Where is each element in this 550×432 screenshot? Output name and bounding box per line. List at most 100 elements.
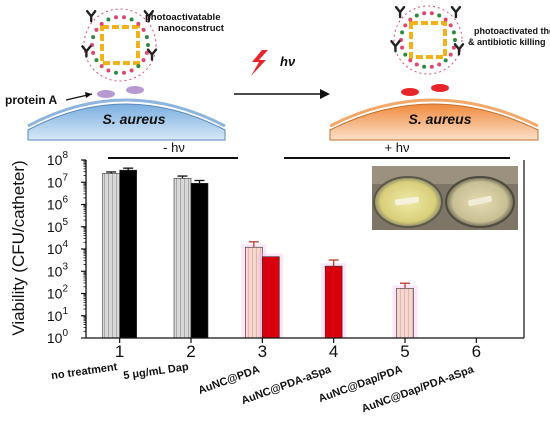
category-label: 5 μg/mL Dap bbox=[123, 361, 190, 382]
x-tick-label: 4 bbox=[329, 342, 338, 361]
ligand-dot bbox=[99, 21, 104, 26]
ligand-dot bbox=[94, 27, 99, 32]
ligand-dot bbox=[121, 15, 126, 20]
antibody-icon bbox=[143, 10, 154, 23]
x-tick-label: 5 bbox=[400, 342, 409, 361]
y-tick-label: 101 bbox=[47, 306, 69, 324]
x-tick-label: 2 bbox=[186, 342, 195, 361]
bar bbox=[324, 265, 343, 339]
y-tick-label: 100 bbox=[47, 328, 69, 346]
antibody-icon bbox=[81, 45, 92, 58]
bar bbox=[190, 182, 209, 339]
ligand-dot bbox=[453, 38, 457, 42]
ligand-dot bbox=[414, 13, 419, 18]
ligand-dot bbox=[141, 58, 146, 63]
antibody-icon bbox=[146, 48, 158, 61]
ligand-dot bbox=[121, 70, 126, 75]
bar bbox=[102, 173, 120, 339]
y-tick-label: 107 bbox=[47, 172, 69, 190]
y-axis-label: Viability (CFU/catheter) bbox=[9, 160, 28, 335]
right-nanoconstruct bbox=[390, 5, 465, 75]
ligand-dot bbox=[414, 62, 419, 67]
ligand-dot bbox=[106, 17, 111, 22]
x-tick-label: 3 bbox=[258, 342, 267, 361]
ligand-dot bbox=[451, 30, 456, 35]
x-tick-label: 6 bbox=[472, 342, 481, 361]
ligand-dot bbox=[422, 64, 427, 69]
bar bbox=[119, 169, 137, 339]
ligand-dot bbox=[408, 17, 413, 22]
protein-a-label: protein A bbox=[5, 93, 58, 107]
schematic-panel: S. aureus protein A photoactivatable nan… bbox=[5, 5, 550, 141]
dark-condition-label: - hν bbox=[163, 140, 185, 155]
ligand-dot bbox=[403, 52, 408, 57]
lightning-bolt-icon bbox=[251, 50, 268, 76]
ligand-dot bbox=[437, 13, 442, 18]
right-bacterium-cell bbox=[329, 103, 539, 141]
ligand-dot bbox=[400, 45, 405, 50]
y-tick-label: 108 bbox=[47, 150, 69, 168]
protein-a-mark bbox=[97, 90, 115, 98]
y-tick-label: 102 bbox=[47, 284, 69, 302]
ligand-dot bbox=[429, 64, 434, 69]
antibody-icon bbox=[450, 5, 462, 19]
ligand-dot bbox=[129, 17, 134, 22]
ligand-dot bbox=[144, 35, 149, 40]
ligand-dot bbox=[437, 62, 442, 67]
ligand-dot bbox=[114, 70, 119, 75]
ligand-dot bbox=[451, 45, 456, 50]
left-bacterium-label: S. aureus bbox=[102, 111, 165, 127]
ligand-dot bbox=[106, 68, 111, 73]
ligand-dot bbox=[443, 17, 448, 22]
ligand-dot bbox=[448, 23, 453, 28]
ligand-dot bbox=[141, 27, 146, 32]
left-nanoconstruct bbox=[81, 8, 158, 82]
antibody-icon bbox=[86, 10, 97, 23]
ligand-dot bbox=[136, 21, 141, 26]
ligand-dot bbox=[400, 30, 405, 35]
chart-panel: - hν + hν 100 101 102 103 104 105 106 107 108 1n… bbox=[9, 140, 525, 415]
heated-protein-mark bbox=[431, 84, 449, 92]
ligand-dot bbox=[136, 64, 141, 69]
left-bacterium-cell bbox=[27, 103, 226, 141]
y-tick-label: 105 bbox=[47, 217, 69, 235]
heated-protein-mark bbox=[401, 88, 419, 96]
bars-layer bbox=[102, 167, 418, 339]
ligand-dot bbox=[94, 58, 99, 63]
category-label: no treatment bbox=[50, 361, 118, 382]
ligand-dot bbox=[429, 11, 434, 16]
bar bbox=[173, 178, 192, 339]
bar bbox=[262, 256, 280, 339]
protein-a-mark bbox=[126, 86, 144, 94]
ligand-dot bbox=[403, 23, 408, 28]
right-bacterium-label: S. aureus bbox=[408, 111, 471, 127]
process-arrow-icon bbox=[234, 89, 330, 99]
ligand-dot bbox=[129, 68, 134, 73]
bar bbox=[396, 288, 414, 339]
ligand-dot bbox=[114, 15, 119, 20]
antibody-icon bbox=[453, 43, 465, 56]
antibody-icon bbox=[390, 40, 401, 53]
ligand-dot bbox=[448, 52, 453, 57]
left-schematic-label: photoactivatable nanoconstruct bbox=[145, 12, 225, 34]
ligand-dot bbox=[99, 64, 104, 69]
light-symbol: hν bbox=[280, 54, 296, 69]
ligand-dot bbox=[91, 50, 96, 55]
petri-dish-photo-icon bbox=[372, 166, 518, 230]
ligand-dot bbox=[91, 35, 96, 40]
ligand-dot bbox=[144, 50, 149, 55]
ligand-dot bbox=[146, 43, 150, 47]
ligand-dot bbox=[408, 58, 413, 63]
right-schematic-label: photoactivated thermal & antibiotic kill… bbox=[468, 26, 550, 47]
light-condition-label: + hν bbox=[385, 140, 410, 155]
y-tick-label: 104 bbox=[47, 239, 69, 257]
y-tick-label: 103 bbox=[47, 261, 69, 279]
x-tick-label: 1 bbox=[115, 342, 124, 361]
antibody-icon bbox=[394, 5, 406, 19]
y-axis: 100 101 102 103 104 105 106 107 108 bbox=[47, 150, 87, 346]
ligand-dot bbox=[422, 11, 427, 16]
ligand-dot bbox=[443, 58, 448, 63]
